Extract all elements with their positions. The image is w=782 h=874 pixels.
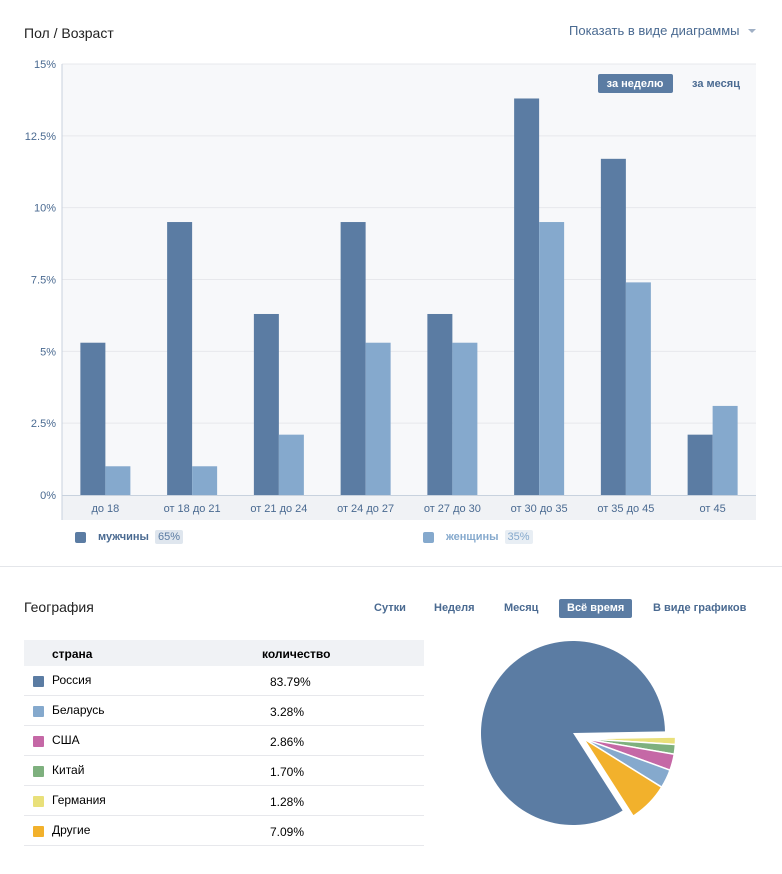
color-swatch — [33, 706, 44, 717]
tab-week-period[interactable]: за неделю — [598, 74, 673, 93]
country-value: 1.28% — [270, 795, 305, 809]
color-swatch — [33, 766, 44, 777]
bar-men[interactable] — [600, 158, 626, 495]
geo-section-title: География — [24, 599, 94, 615]
country-value: 3.28% — [270, 705, 305, 719]
legend-swatch-women — [423, 531, 434, 543]
x-tick-label: от 45 — [700, 503, 726, 515]
geo-table: страна количество Россия 83.79% Беларусь… — [24, 640, 424, 846]
x-tick-label: от 30 до 35 — [511, 503, 568, 515]
bar-women[interactable] — [105, 466, 131, 495]
geo-pie-chart — [481, 641, 677, 825]
y-tick-label: 0% — [40, 490, 56, 502]
column-header-country: страна — [52, 647, 93, 661]
x-tick-label: от 21 до 24 — [250, 503, 307, 515]
bar-women[interactable] — [365, 342, 391, 495]
y-tick-label: 7.5% — [31, 275, 56, 287]
table-row: США 2.86% — [24, 726, 424, 756]
slice-russia[interactable] — [481, 641, 665, 825]
bar-men[interactable] — [253, 313, 279, 495]
y-tick-label: 15% — [34, 59, 56, 71]
slice-other[interactable] — [582, 738, 663, 818]
y-tick-label: 5% — [40, 346, 56, 358]
tab-all-time[interactable]: Всё время — [559, 599, 633, 618]
y-tick-label: 2.5% — [31, 418, 56, 430]
tab-month-period[interactable]: за месяц — [692, 78, 740, 90]
tab-week-period-label: за неделю — [607, 78, 664, 90]
bar-men[interactable] — [514, 98, 540, 496]
country-name: США — [52, 733, 80, 747]
country-name: Китай — [52, 763, 85, 777]
table-row: Германия 1.28% — [24, 786, 424, 816]
view-as-diagram-link[interactable]: Показать в виде диаграммы — [569, 23, 756, 38]
bar-women[interactable] — [192, 466, 218, 495]
table-row: Другие 7.09% — [24, 816, 424, 846]
tab-week-period-bg — [598, 74, 673, 93]
table-row: Беларусь 3.28% — [24, 696, 424, 726]
column-header-count: количество — [262, 647, 331, 661]
section-divider — [0, 566, 782, 567]
x-tick-label: от 18 до 21 — [164, 503, 221, 515]
country-value: 1.70% — [270, 765, 305, 779]
color-swatch — [33, 826, 44, 837]
legend-percent-men: 65% — [154, 530, 183, 544]
x-tick-label: от 35 до 45 — [597, 503, 654, 515]
chevron-down-icon — [747, 28, 756, 33]
x-tick-label: от 24 до 27 — [337, 503, 394, 515]
bar-women[interactable] — [712, 405, 738, 495]
x-tick-label: от 27 до 30 — [424, 503, 481, 515]
country-value: 7.09% — [270, 825, 305, 839]
bar-men[interactable] — [80, 342, 106, 495]
country-value: 2.86% — [270, 735, 305, 749]
bar-men[interactable] — [427, 313, 453, 495]
tab-as-graphs[interactable]: В виде графиков — [653, 602, 747, 614]
legend-item-men[interactable]: мужчины 65% — [75, 530, 183, 544]
view-as-diagram-label: Показать в виде диаграммы — [569, 23, 740, 38]
color-swatch — [33, 796, 44, 807]
age-section-title: Пол / Возраст — [24, 25, 114, 41]
y-tick-label: 12.5% — [25, 131, 56, 143]
legend-item-women[interactable]: женщины 35% — [423, 530, 533, 544]
legend-label-women: женщины — [446, 531, 499, 543]
bar-women[interactable] — [539, 222, 565, 496]
tab-month[interactable]: Месяц — [504, 602, 539, 614]
country-name: Россия — [52, 673, 92, 687]
country-name: Германия — [52, 793, 106, 807]
bar-men[interactable] — [340, 222, 366, 496]
legend-label-men: мужчины — [98, 531, 149, 543]
x-tick-label: до 18 — [91, 503, 119, 515]
bar-men[interactable] — [167, 222, 193, 496]
age-bar-chart: 0% 2.5% 5% 7.5% 10% 12.5% 15% до 18 от 18 до 21 о… — [25, 59, 756, 520]
bar-women[interactable] — [452, 342, 478, 495]
country-value: 83.79% — [270, 675, 311, 689]
x-axis-band — [62, 496, 756, 520]
country-name: Беларусь — [52, 703, 105, 717]
geo-table-header: страна количество — [24, 640, 424, 666]
bar-men[interactable] — [687, 434, 713, 495]
color-swatch — [33, 676, 44, 687]
color-swatch — [33, 736, 44, 747]
tab-week[interactable]: Неделя — [434, 602, 475, 614]
country-name: Другие — [52, 823, 91, 837]
table-row: Россия 83.79% — [24, 666, 424, 696]
table-row: Китай 1.70% — [24, 756, 424, 786]
legend-swatch-men — [75, 531, 86, 543]
bar-women[interactable] — [278, 434, 304, 495]
tab-day[interactable]: Сутки — [374, 602, 406, 614]
y-tick-label: 10% — [34, 203, 56, 215]
legend-percent-women: 35% — [504, 530, 533, 544]
bar-women[interactable] — [625, 282, 651, 495]
